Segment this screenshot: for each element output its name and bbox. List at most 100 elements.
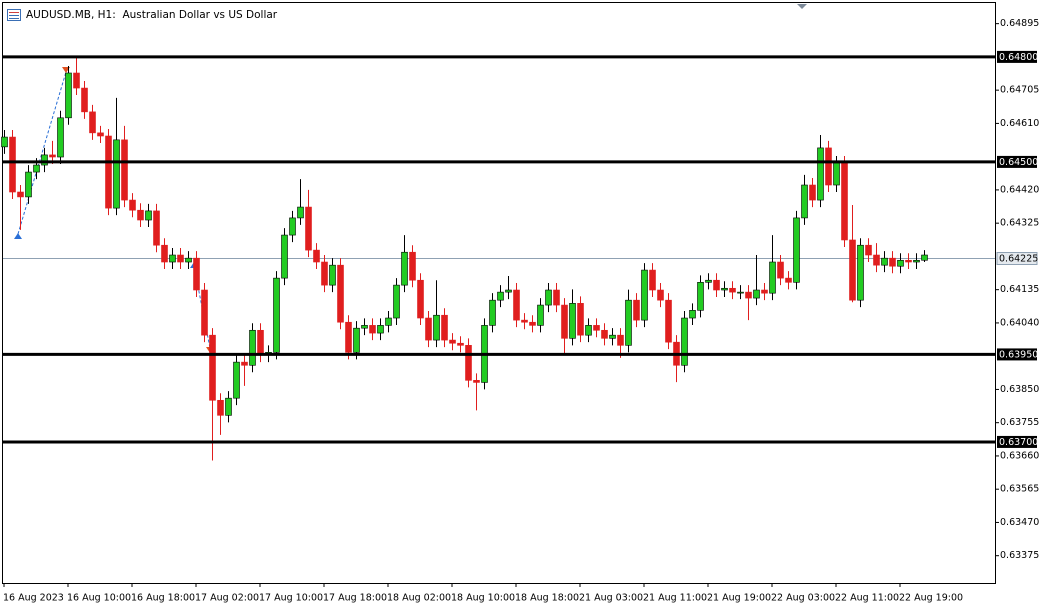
candle-body	[113, 139, 120, 209]
candle-body	[193, 257, 200, 291]
x-tick-label: 18 Aug 18:00	[515, 593, 579, 604]
candle-body	[561, 304, 568, 339]
candle-body	[697, 282, 704, 311]
y-tick-label: 0.63755	[1000, 417, 1039, 428]
y-tick-label: 0.63375	[1000, 550, 1039, 561]
candle-body	[689, 310, 696, 319]
x-tick-label: 21 Aug 11:00	[643, 593, 707, 604]
candle-body	[921, 254, 928, 261]
candle-body	[33, 164, 40, 173]
candle-body	[17, 191, 24, 198]
candle-body	[825, 147, 832, 186]
candle-body	[137, 209, 144, 221]
candle-body	[385, 317, 392, 326]
candle-body	[73, 72, 80, 89]
candle-body	[281, 234, 288, 279]
x-tick-label: 22 Aug 19:00	[899, 593, 963, 604]
level-label: 0.64500	[999, 157, 1038, 168]
candle-body	[169, 254, 176, 263]
y-tick-label: 0.64325	[1000, 218, 1039, 229]
x-tick-label: 17 Aug 18:00	[323, 593, 387, 604]
candle-body	[297, 206, 304, 219]
candle-body	[513, 289, 520, 321]
candle-body	[249, 329, 256, 366]
candle-body	[401, 251, 408, 286]
x-tick-label: 22 Aug 11:00	[835, 593, 899, 604]
candle-body	[457, 342, 464, 346]
candle-body	[737, 291, 744, 294]
candle-body	[801, 184, 808, 219]
candle-body	[313, 249, 320, 263]
candle-body	[609, 334, 616, 339]
level-label-box	[997, 155, 1037, 168]
candle-body	[345, 321, 352, 353]
level-label-box	[997, 50, 1037, 63]
candle-body	[617, 334, 624, 346]
y-tick-label: 0.64705	[1000, 85, 1039, 96]
candle-body	[1, 136, 8, 148]
candle-body	[865, 244, 872, 256]
candle-body	[553, 289, 560, 306]
candle-body	[425, 317, 432, 341]
candle-body	[449, 339, 456, 344]
candle-body	[273, 277, 280, 353]
x-tick-label: 18 Aug 02:00	[387, 593, 451, 604]
candle-body	[681, 317, 688, 366]
candle-body	[129, 199, 136, 211]
candle-body	[201, 289, 208, 336]
candle-body	[833, 162, 840, 186]
level-label-box	[997, 348, 1037, 361]
candle-body	[41, 154, 48, 166]
candles	[1, 57, 928, 461]
candle-body	[785, 277, 792, 283]
candle-body	[377, 325, 384, 334]
candle-body	[521, 319, 528, 323]
x-tick-label: 17 Aug 02:00	[195, 593, 259, 604]
candle-body	[753, 289, 760, 299]
scroll-marker	[797, 4, 807, 9]
candle-body	[89, 111, 96, 134]
candle-body	[729, 287, 736, 293]
candle-body	[417, 279, 424, 319]
candle-body	[857, 244, 864, 301]
title-icon	[7, 9, 21, 21]
plot-frame	[2, 2, 996, 584]
chart-title: AUDUSD.MB, H1: Australian Dollar vs US D…	[26, 9, 278, 21]
y-tick-label: 0.64135	[1000, 284, 1039, 295]
candle-body	[913, 259, 920, 263]
candle-body	[433, 314, 440, 341]
candle-body	[601, 329, 608, 339]
candle-body	[841, 162, 848, 241]
candle-body	[713, 279, 720, 291]
level-label-box	[997, 435, 1037, 448]
candle-body	[105, 135, 112, 209]
candle-body	[649, 269, 656, 291]
candle-body	[161, 244, 168, 263]
candle-body	[505, 289, 512, 293]
candle-body	[905, 259, 912, 263]
x-tick-label: 17 Aug 10:00	[259, 593, 323, 604]
candle-body	[257, 329, 264, 356]
y-tick-label: 0.63565	[1000, 484, 1039, 495]
candle-body	[809, 184, 816, 201]
candle-body	[873, 254, 880, 266]
x-tick-label: 16 Aug 18:00	[131, 593, 195, 604]
candle-body	[633, 299, 640, 321]
candle-body	[537, 304, 544, 326]
candle-body	[25, 171, 32, 198]
x-tick-label: 21 Aug 03:00	[579, 593, 643, 604]
candle-body	[217, 399, 224, 416]
candle-body	[185, 257, 192, 263]
candle-body	[769, 261, 776, 294]
x-tick-label: 22 Aug 03:00	[771, 593, 835, 604]
current-price-box	[996, 252, 1038, 265]
candle-body	[409, 251, 416, 281]
candle-body	[705, 279, 712, 283]
candle-body	[65, 72, 72, 119]
y-tick-label: 0.64040	[1000, 317, 1039, 328]
candle-body	[529, 321, 536, 326]
candle-body	[9, 136, 16, 193]
x-tick-label: 16 Aug 10:00	[67, 593, 131, 604]
candle-body	[321, 261, 328, 286]
candle-body	[177, 254, 184, 263]
